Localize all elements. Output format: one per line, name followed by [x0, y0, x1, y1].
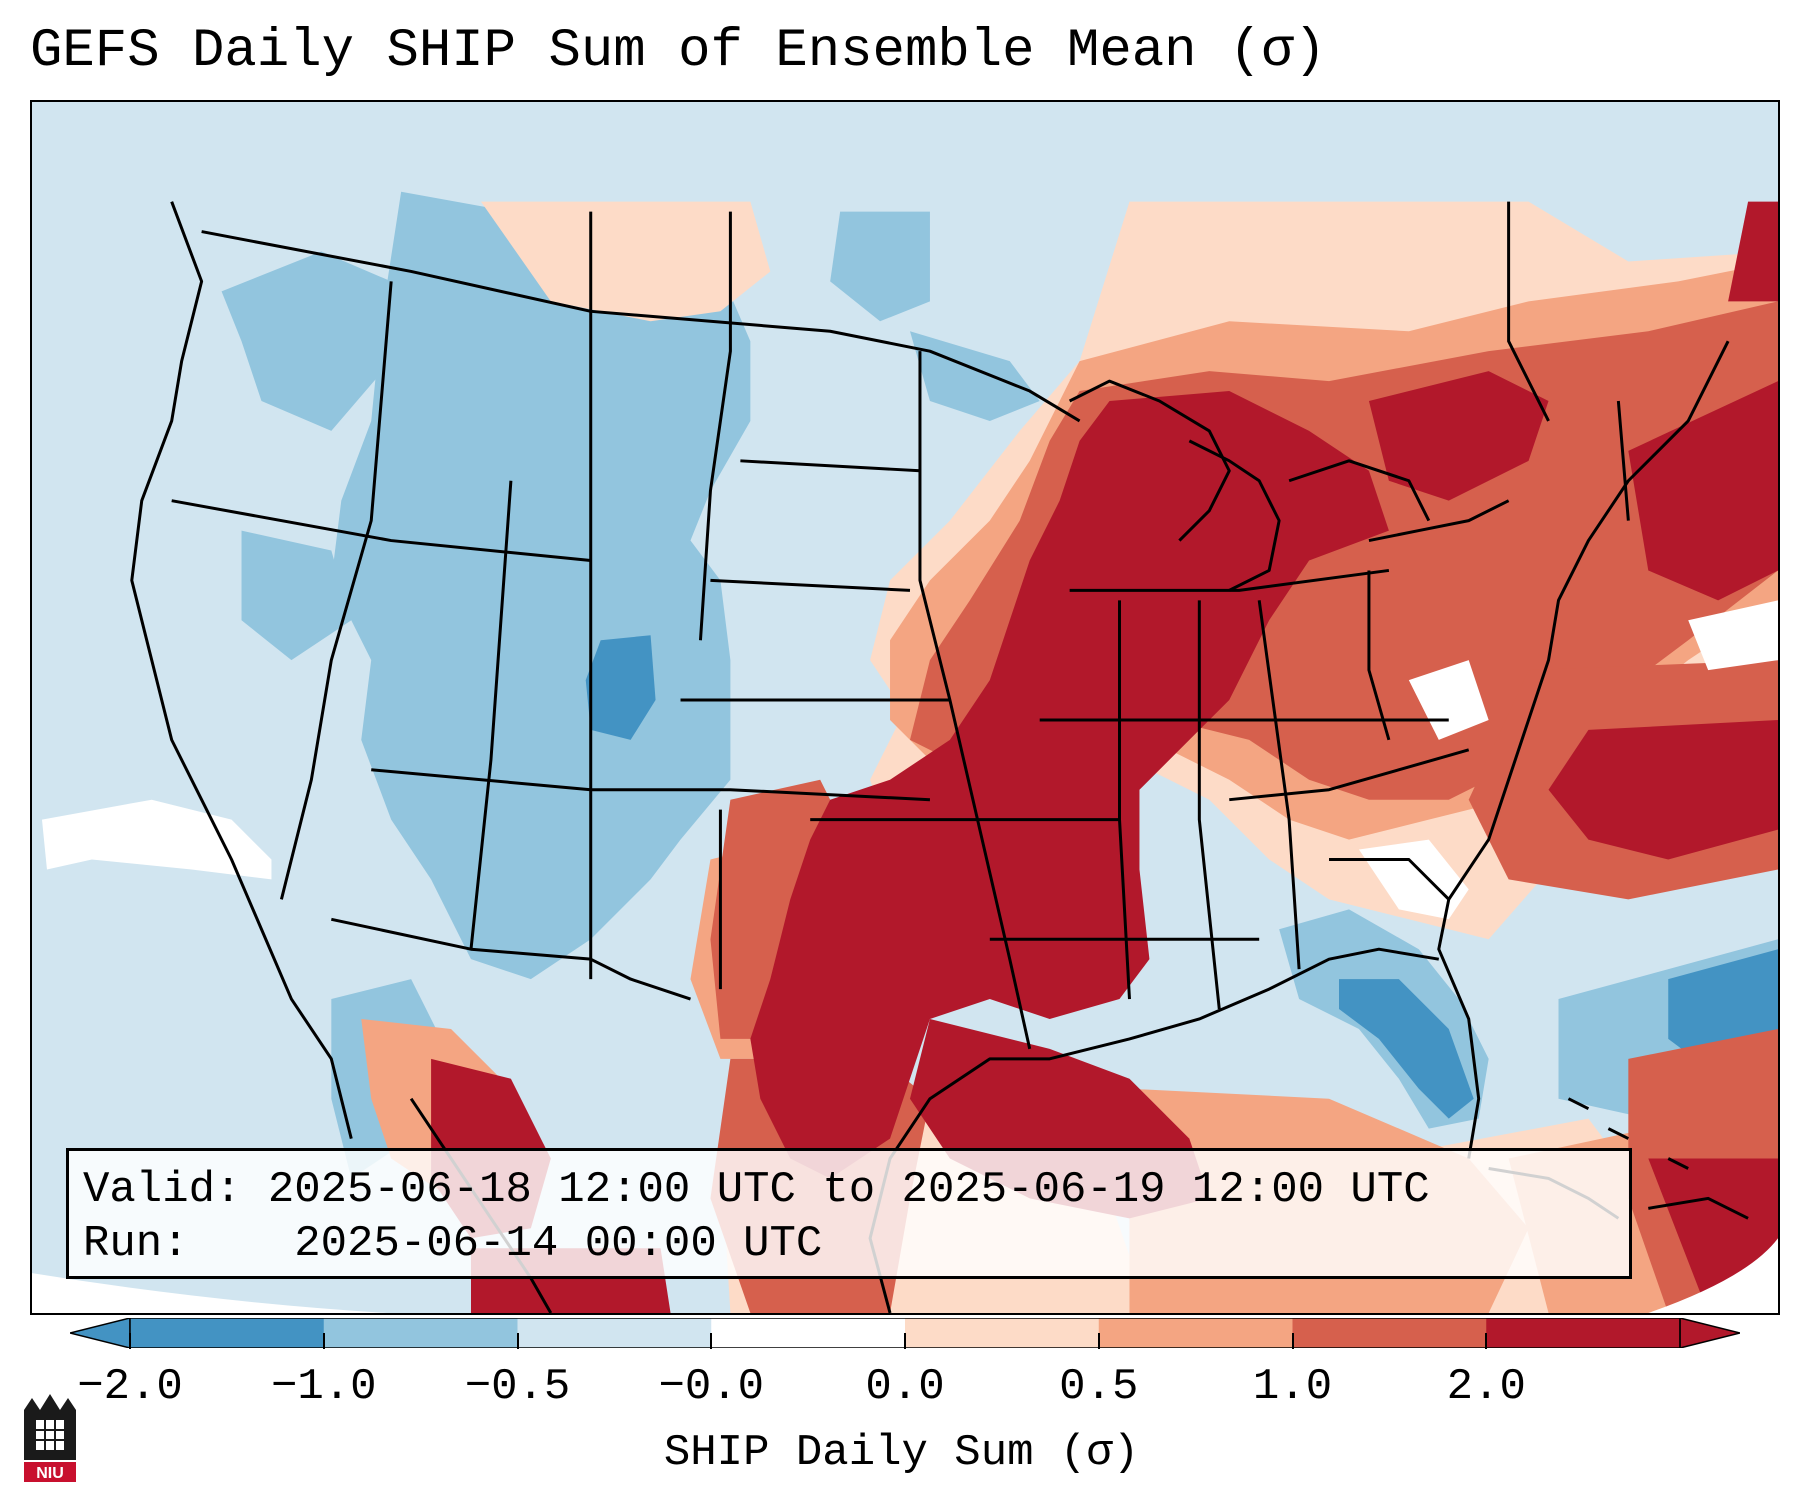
colorbar-extend-low	[70, 1318, 131, 1348]
chart-title: GEFS Daily SHIP Sum of Ensemble Mean (σ)	[30, 21, 1327, 82]
colorbar-tick-mark	[904, 1333, 906, 1349]
colorbar-tick-mark	[1291, 1333, 1294, 1349]
colorbar-tick-label: 0.0	[865, 1362, 945, 1412]
colorbar-tick-mark	[322, 1333, 325, 1349]
colorbar-tick-label: −0.0	[658, 1362, 765, 1412]
logo-text: NIU	[36, 1465, 64, 1482]
logo-window	[36, 1420, 64, 1450]
colorbar-tick-label: −2.0	[77, 1362, 183, 1412]
negative-anomaly-colorado	[585, 635, 656, 740]
colorbar-tick-label: 0.5	[1059, 1362, 1139, 1412]
valid-label: Valid:	[83, 1165, 242, 1215]
logo-banner	[24, 1462, 76, 1482]
near-zero-patches	[41, 600, 1778, 920]
colorbar-segment	[130, 1318, 325, 1348]
colorbar-segment	[905, 1318, 1100, 1348]
colorbar-tick-label: 2.0	[1446, 1362, 1526, 1412]
boundaries	[130, 201, 1730, 1313]
run-value: 2025-06-14 00:00 UTC	[294, 1219, 823, 1269]
colorbar-segment	[323, 1318, 518, 1348]
logo-spires	[24, 1394, 76, 1410]
colorbar-extend-high	[1679, 1318, 1740, 1348]
anomaly-map	[32, 102, 1778, 1313]
colorbar-segment	[1486, 1318, 1681, 1348]
colorbar-tick-mark	[516, 1333, 519, 1349]
colorbar-segment	[1098, 1318, 1293, 1348]
negative-anomaly-florida	[1279, 909, 1489, 1129]
colorbar-label: SHIP Daily Sum (σ)	[663, 1428, 1140, 1478]
colorbar-tick-mark	[1097, 1333, 1100, 1349]
map-panel[interactable]	[30, 100, 1780, 1315]
valid-value: 2025-06-18 12:00 UTC to 2025-06-19 12:00…	[267, 1165, 1430, 1215]
niu-logo: NIU	[24, 1394, 76, 1482]
colorbar-segment	[517, 1318, 712, 1348]
info-box: Valid: 2025-06-18 12:00 UTC to 2025-06-1…	[66, 1148, 1632, 1279]
colorbar-tick-label: −1.0	[270, 1362, 377, 1412]
projection-edge-right	[1648, 1238, 1778, 1313]
run-label: Run:	[83, 1219, 189, 1269]
colorbar-tick-label: 1.0	[1252, 1362, 1333, 1412]
colorbar	[70, 1318, 1740, 1348]
colorbar-segment	[1292, 1318, 1487, 1348]
colorbar-tick-mark	[1485, 1333, 1488, 1349]
colorbar-segment	[711, 1318, 906, 1348]
colorbar-tick-mark	[710, 1333, 713, 1349]
projection-edge	[32, 1273, 831, 1313]
colorbar-tick-mark	[129, 1333, 131, 1349]
colorbar-tick-label: −0.5	[464, 1362, 571, 1412]
